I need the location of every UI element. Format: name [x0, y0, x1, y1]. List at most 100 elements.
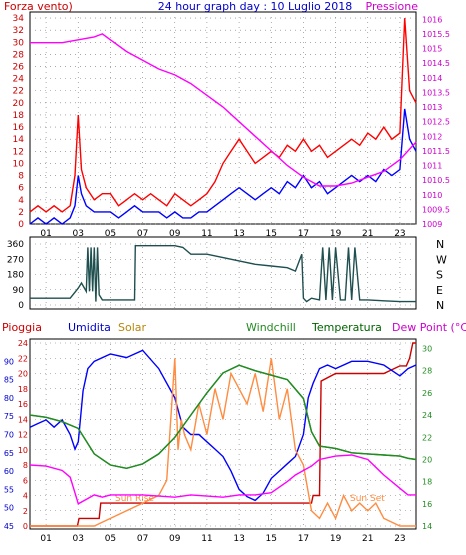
- panel2-left-tick: 360: [7, 240, 24, 250]
- panel3-rain-tick: 16: [18, 400, 28, 409]
- panel1-left-tick: 2: [18, 208, 24, 218]
- label-pioggia: Pioggia: [2, 321, 42, 334]
- panel1-right-tick: 1012: [422, 132, 442, 141]
- panel1-right-tick: 1014.5: [422, 59, 450, 68]
- panel1-right-tick: 1013.5: [422, 88, 450, 97]
- panel2-left-tick: 90: [13, 286, 25, 296]
- panel1-x-tick: 11: [201, 229, 212, 239]
- panel3-humidity-tick: 60: [4, 467, 14, 476]
- panel3-x-tick: 19: [330, 534, 342, 544]
- panel3-temp-tick: 22: [422, 433, 432, 442]
- panel2-left-tick: 180: [7, 271, 24, 281]
- panel3-temp-tick: 20: [422, 455, 432, 464]
- panel1-left-tick: 6: [18, 184, 24, 194]
- label-solar: Solar: [118, 321, 147, 334]
- panel1-right-tick: 1014: [422, 74, 442, 83]
- panel2-compass-label: W: [436, 253, 447, 266]
- panel1-frame: [29, 11, 417, 225]
- panel3-x-tick: 09: [169, 534, 181, 544]
- panel3-temp-tick: 18: [422, 478, 432, 487]
- panel1-right-tick: 1013: [422, 103, 442, 112]
- panel2-compass-label: E: [436, 284, 443, 297]
- panel3-rain-tick: 2: [23, 507, 28, 516]
- panel1-left-tick: 0: [18, 220, 24, 230]
- panel1-x-tick: 07: [137, 229, 148, 239]
- panel3-rain-tick: 8: [23, 461, 28, 470]
- panel1-right-tick: 1015.5: [422, 30, 450, 39]
- panel2-compass-label: N: [436, 299, 444, 312]
- panel3-x-tick: 21: [362, 534, 373, 544]
- panel1-left-tick: 4: [18, 196, 24, 206]
- panel3-temp-tick: 14: [422, 522, 432, 531]
- panel1-right-tick: 1010: [422, 191, 442, 200]
- panel1-x-tick: 15: [266, 229, 277, 239]
- panel2-left-tick: 270: [7, 255, 24, 265]
- panel1-x-tick: 13: [233, 229, 244, 239]
- panel1-x-tick: 21: [362, 229, 373, 239]
- panel3-x-tick: 17: [298, 534, 309, 544]
- panel3-humidity-tick: 65: [4, 449, 14, 458]
- panel3-humidity-tick: 85: [4, 376, 14, 385]
- panel1-right-tick: 1012.5: [422, 118, 450, 127]
- annotation-sun-rise: Sun Rise: [115, 494, 154, 504]
- panel1-left-tick: 26: [13, 63, 25, 73]
- wind-speed-line: [29, 108, 417, 225]
- panel1-title: 24 hour graph day : 10 Luglio 2018: [158, 0, 353, 13]
- pressure-line: [30, 33, 417, 187]
- panel1-left-tick: 34: [13, 14, 25, 24]
- panel1-x-tick: 23: [394, 229, 405, 239]
- label-windchill: Windchill: [246, 321, 296, 334]
- panel3-x-tick: 03: [73, 534, 84, 544]
- panel3-temp-tick: 26: [422, 389, 432, 398]
- panel1-left-tick: 8: [18, 172, 24, 182]
- panel3-rain-tick: 22: [18, 354, 28, 363]
- panel3-humidity-tick: 55: [4, 485, 14, 494]
- panel1-left-tick: 24: [13, 75, 25, 85]
- panel1-left-tick: 14: [13, 135, 25, 145]
- panel1-right-axis-label: Pressione: [366, 0, 419, 13]
- panel2-left-tick: 0: [18, 301, 24, 311]
- panel1-right-tick: 1011: [422, 162, 442, 171]
- panel1-left-tick: 20: [13, 99, 25, 109]
- panel3-temp-tick: 24: [422, 411, 432, 420]
- dew-point-line: [29, 454, 416, 505]
- panel1-right-tick: 1016: [422, 15, 442, 24]
- panel1-right-tick: 1009: [422, 220, 442, 229]
- panel3-rain-tick: 14: [18, 415, 28, 424]
- panel3-x-tick: 05: [105, 534, 116, 544]
- panel3-x-tick: 13: [233, 534, 244, 544]
- temperature-line: [29, 364, 417, 470]
- panel1-right-tick: 1009.5: [422, 205, 450, 214]
- label-umidita: Umidita: [68, 321, 111, 334]
- panel3-rain-tick: 20: [18, 370, 28, 379]
- panel3-x-tick: 01: [40, 534, 51, 544]
- panel3-x-tick: 23: [394, 534, 405, 544]
- panel1-x-tick: 01: [40, 229, 51, 239]
- panel1-x-tick: 17: [298, 229, 309, 239]
- panel3-rain-tick: 10: [18, 446, 28, 455]
- rain-line: [30, 342, 416, 527]
- panel1-x-tick: 19: [330, 229, 342, 239]
- panel1-right-tick: 1011.5: [422, 147, 450, 156]
- panel3-humidity-tick: 70: [4, 431, 14, 440]
- humidity-line: [29, 349, 417, 502]
- panel3-humidity-tick: 50: [4, 504, 14, 513]
- panel1-left-tick: 28: [13, 50, 25, 60]
- panel3-rain-tick: 18: [18, 385, 28, 394]
- panel2-compass-label: S: [436, 269, 443, 282]
- panel3-temp-tick: 28: [422, 367, 432, 376]
- panel3-rain-tick: 4: [23, 492, 28, 501]
- panel1-left-tick: 22: [13, 87, 24, 97]
- panel1-left-tick: 10: [13, 159, 25, 169]
- panel1-left-tick: 32: [13, 26, 24, 36]
- panel3-rain-tick: 0: [23, 522, 28, 531]
- wind-gust-line: [29, 18, 417, 213]
- panel1-x-tick: 05: [105, 229, 116, 239]
- panel2-compass-label: N: [436, 238, 444, 251]
- panel3-rain-tick: 24: [18, 339, 28, 348]
- panel1-left-axis-label: Forza vento): [4, 0, 73, 13]
- panel1-left-tick: 18: [13, 111, 25, 121]
- panel1-left-tick: 16: [13, 123, 25, 133]
- panel1-x-tick: 03: [73, 229, 84, 239]
